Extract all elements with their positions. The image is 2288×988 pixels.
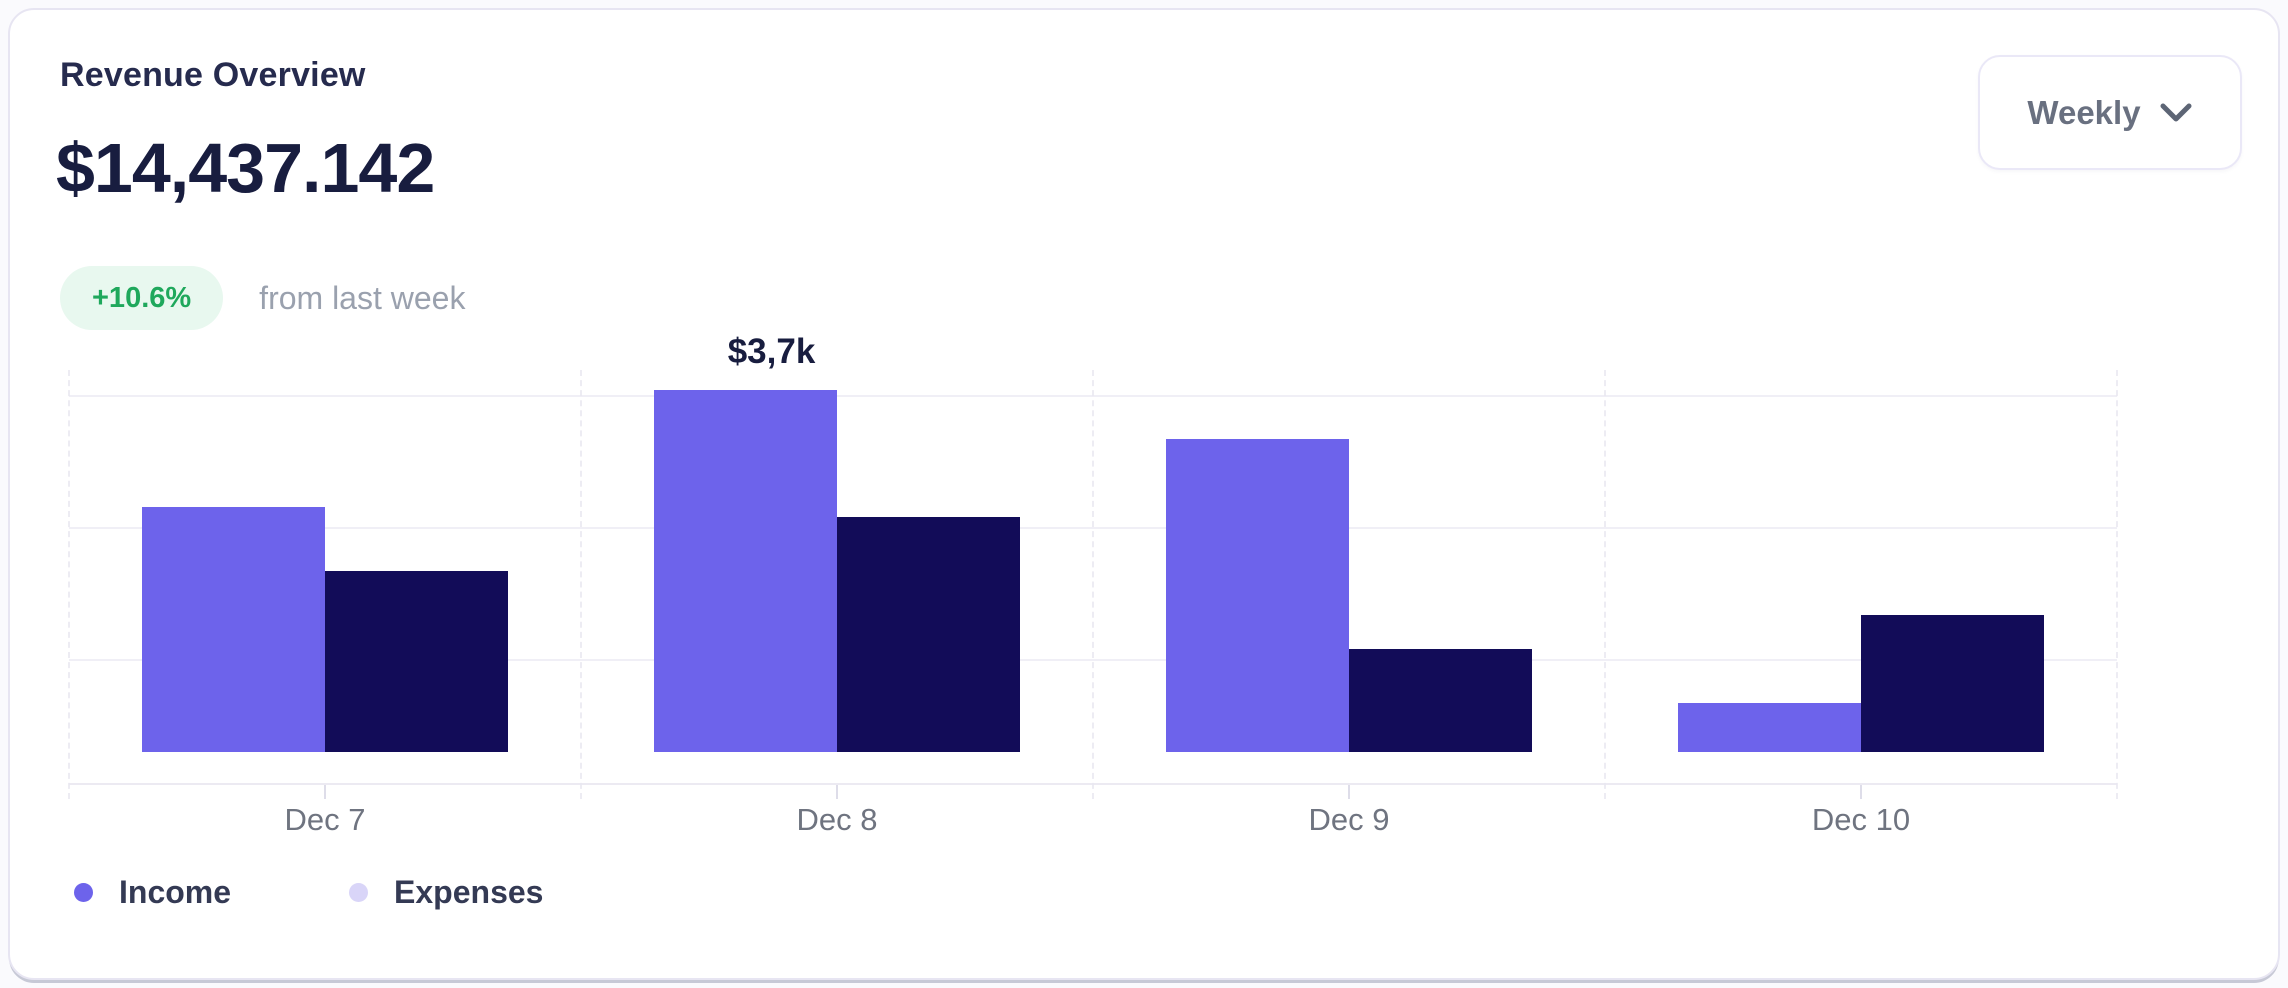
bar-income-dec-10[interactable]: [1678, 703, 1861, 752]
period-selector-dropdown[interactable]: Weekly: [1978, 55, 2242, 170]
legend-item-expenses[interactable]: Expenses: [349, 874, 543, 911]
bar-value-label: $3,7k: [727, 332, 816, 371]
period-selector-label: Weekly: [2027, 93, 2141, 131]
axis-tick-dec-9: [1348, 785, 1350, 799]
x-axis-label-dec-8: Dec 8: [796, 802, 878, 837]
gridline-vertical-1: [580, 370, 582, 799]
revenue-overview-card: Revenue Overview $14,437.142 +10.6% from…: [8, 8, 2280, 980]
total-revenue-amount: $14,437.142: [56, 129, 435, 207]
bar-expenses-dec-9[interactable]: [1349, 649, 1532, 752]
change-percent-badge: +10.6%: [60, 266, 224, 330]
axis-tick-dec-7: [324, 785, 326, 799]
chart-legend: Income Expenses: [74, 868, 543, 916]
bar-expenses-dec-10[interactable]: [1861, 615, 2044, 752]
change-caption: from last week: [259, 279, 466, 316]
legend-label-expenses: Expenses: [394, 873, 544, 910]
gridline-vertical-0: [68, 370, 70, 799]
bar-chart-plot-area: Dec 7 Dec 8 Dec 9 Dec 10 $3,7k: [68, 332, 2118, 837]
gridline-vertical-3: [1604, 370, 1606, 799]
bar-income-dec-7[interactable]: [142, 507, 325, 752]
axis-tick-dec-10: [1860, 785, 1862, 799]
bar-expenses-dec-7[interactable]: [325, 571, 508, 752]
bar-expenses-dec-8[interactable]: [837, 517, 1020, 752]
legend-dot-expenses: [349, 882, 369, 902]
bar-income-dec-9[interactable]: [1166, 439, 1349, 752]
legend-label-income: Income: [119, 873, 232, 910]
card-title: Revenue Overview: [60, 56, 366, 94]
gridline-vertical-4: [2116, 370, 2118, 799]
bar-income-dec-8[interactable]: [654, 390, 837, 752]
legend-dot-income: [74, 882, 93, 902]
x-axis-label-dec-9: Dec 9: [1308, 802, 1390, 837]
change-summary-row: +10.6% from last week: [60, 266, 465, 330]
legend-item-income[interactable]: Income: [74, 874, 231, 911]
gridline-vertical-2: [1092, 370, 1094, 799]
x-axis-label-dec-7: Dec 7: [284, 802, 366, 837]
chevron-down-icon: [2160, 103, 2192, 121]
axis-tick-dec-8: [836, 785, 838, 799]
x-axis-label-dec-10: Dec 10: [1811, 802, 1911, 837]
